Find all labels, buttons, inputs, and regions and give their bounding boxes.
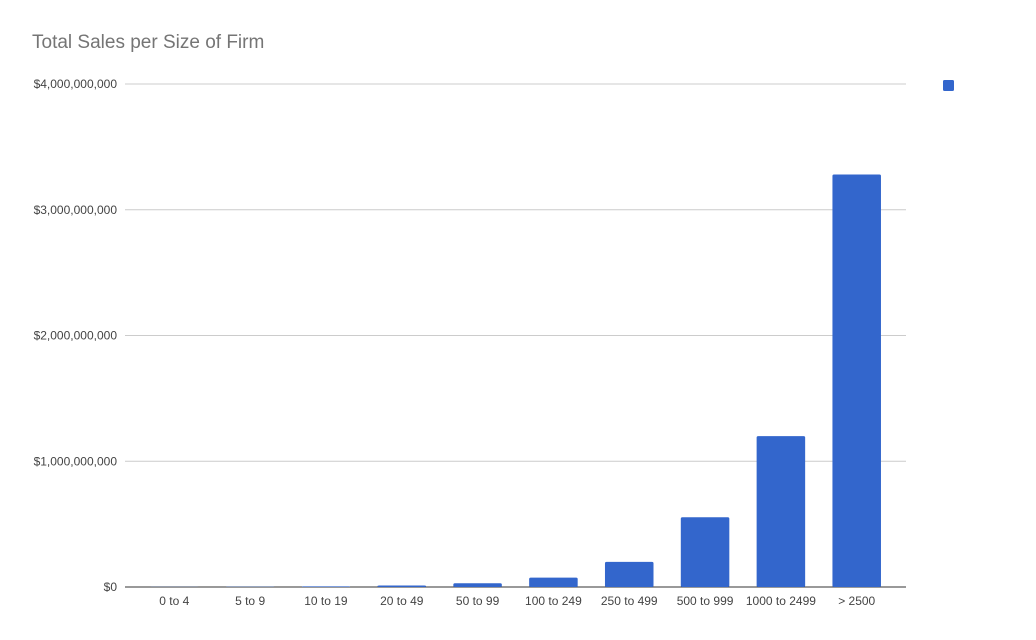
x-tick-label: 10 to 19: [304, 594, 348, 608]
legend-swatch: [943, 80, 954, 91]
y-tick-label: $0: [104, 580, 118, 594]
y-axis-tick-labels: $0 $1,000,000,000 $2,000,000,000 $3,000,000…: [34, 77, 118, 594]
x-tick-label: 20 to 49: [380, 594, 424, 608]
bar[interactable]: [756, 436, 806, 587]
x-axis-tick-labels: 0 to 4 5 to 9 10 to 19 20 to 49 50 to 99 100 …: [159, 594, 875, 608]
chart-title: Total Sales per Size of Firm: [32, 32, 265, 53]
bar[interactable]: [453, 583, 502, 587]
x-tick-label: 1000 to 2499: [746, 594, 816, 608]
bar[interactable]: [604, 561, 654, 587]
x-tick-label: 5 to 9: [235, 594, 265, 608]
y-tick-label: $1,000,000,000: [34, 454, 118, 468]
x-tick-label: > 2500: [838, 594, 875, 608]
x-tick-label: 0 to 4: [159, 594, 189, 608]
y-tick-label: $2,000,000,000: [34, 329, 118, 343]
bar[interactable]: [832, 174, 881, 588]
bar[interactable]: [301, 586, 351, 587]
x-tick-label: 100 to 249: [525, 594, 582, 608]
y-tick-label: $3,000,000,000: [34, 203, 118, 217]
x-tick-label: 500 to 999: [677, 594, 734, 608]
bar[interactable]: [680, 517, 730, 587]
y-tick-label: $4,000,000,000: [34, 77, 118, 91]
bar[interactable]: [377, 585, 427, 587]
x-tick-label: 250 to 499: [601, 594, 658, 608]
legend: [943, 80, 954, 91]
x-tick-label: 50 to 99: [456, 594, 500, 608]
bars: [150, 174, 881, 588]
bar[interactable]: [529, 577, 578, 587]
